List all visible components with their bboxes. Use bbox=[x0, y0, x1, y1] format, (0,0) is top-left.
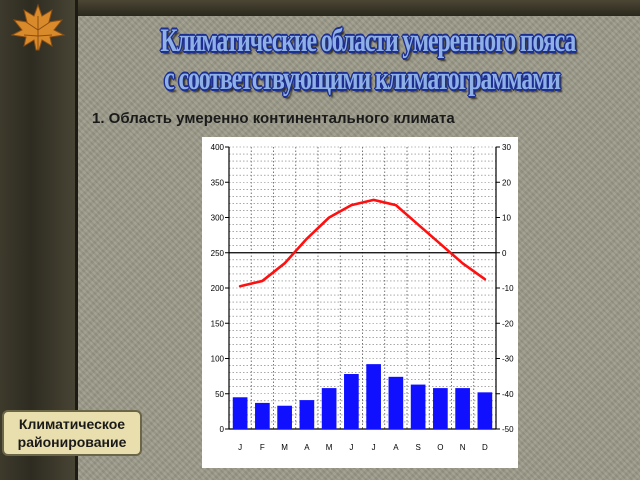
precipitation-bar bbox=[277, 405, 292, 429]
left-axis-tick-label: 0 bbox=[220, 425, 225, 434]
left-axis-tick-label: 200 bbox=[211, 284, 225, 293]
month-label: J bbox=[349, 443, 353, 452]
month-label: M bbox=[281, 443, 288, 452]
precipitation-bar bbox=[410, 384, 426, 429]
temperature-line bbox=[238, 198, 487, 288]
month-label: J bbox=[372, 443, 376, 452]
month-label: O bbox=[437, 443, 443, 452]
climatic-zoning-button-line-1: Климатическое bbox=[18, 416, 126, 432]
precipitation-bar bbox=[388, 376, 404, 429]
precipitation-bar bbox=[232, 397, 248, 429]
climatic-zoning-button[interactable]: Климатическое районирование bbox=[2, 410, 142, 456]
precipitation-bar bbox=[299, 400, 315, 429]
left-axis-tick-label: 100 bbox=[211, 355, 225, 364]
slide-subtitle: 1. Область умеренно континентального кли… bbox=[92, 110, 455, 127]
slide-title-line-2: с соответствующими климатограммами bbox=[164, 61, 561, 97]
right-axis-tick-label: -10 bbox=[502, 284, 514, 293]
top-decor-bar bbox=[0, 0, 640, 16]
left-axis-tick-label: 50 bbox=[215, 390, 224, 399]
month-label: J bbox=[238, 443, 242, 452]
climatogram: 0 50 100 150 200 250 300 350 400 -50 -40 -30 -20 -10 0… bbox=[202, 137, 518, 468]
left-axis-tick-label: 300 bbox=[211, 214, 225, 223]
precipitation-bar bbox=[255, 402, 270, 429]
month-label: N bbox=[460, 443, 466, 452]
month-label: A bbox=[393, 443, 399, 452]
precipitation-bar bbox=[433, 388, 448, 429]
right-axis-tick-label: 0 bbox=[502, 249, 507, 258]
precipitation-bar bbox=[344, 374, 359, 429]
month-label: M bbox=[326, 443, 333, 452]
slide-title-line-1: Климатические области умеренного пояса bbox=[160, 23, 576, 59]
left-decor-bar bbox=[0, 0, 78, 480]
precipitation-bar bbox=[366, 364, 381, 429]
left-axis-tick-label: 400 bbox=[211, 143, 225, 152]
month-label: A bbox=[304, 443, 310, 452]
left-axis-tick-label: 350 bbox=[211, 178, 225, 187]
month-label: F bbox=[260, 443, 265, 452]
precipitation-bar bbox=[455, 388, 470, 429]
climatic-zoning-button-line-2: районирование bbox=[17, 434, 127, 450]
right-axis-tick-label: -50 bbox=[502, 425, 514, 434]
right-axis-tick-label: 10 bbox=[502, 214, 511, 223]
left-axis-tick-label: 150 bbox=[211, 319, 225, 328]
right-axis-tick-label: -30 bbox=[502, 355, 514, 364]
maple-leaf-icon bbox=[10, 3, 66, 51]
precipitation-bar bbox=[477, 392, 493, 429]
right-axis-tick-label: -20 bbox=[502, 319, 514, 328]
month-label: S bbox=[415, 443, 420, 452]
right-axis-tick-label: 20 bbox=[502, 178, 511, 187]
month-label: D bbox=[482, 443, 488, 452]
right-axis-tick-label: -40 bbox=[502, 390, 514, 399]
right-axis-tick-label: 30 bbox=[502, 143, 511, 152]
precipitation-bar bbox=[321, 388, 337, 429]
slide-title: Климатические области умеренного пояса с… bbox=[160, 22, 576, 98]
climatogram-svg: 0 50 100 150 200 250 300 350 400 -50 -40 -30 -20 -10 0… bbox=[211, 143, 514, 452]
left-axis-tick-label: 250 bbox=[211, 249, 225, 258]
